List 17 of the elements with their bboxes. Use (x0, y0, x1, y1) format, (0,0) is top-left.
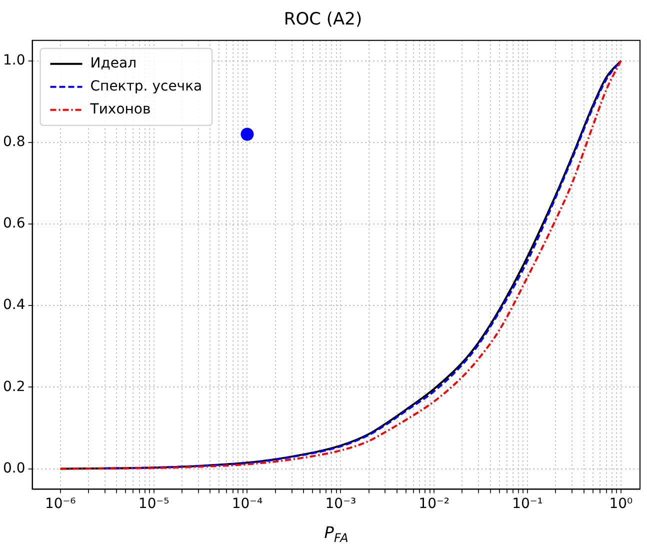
legend-label: Тихонов (89, 102, 151, 118)
y-tick-label: 0.4 (3, 297, 26, 314)
x-tick-label: 10⁻¹ (512, 496, 543, 512)
y-tick-label: 1.0 (3, 52, 26, 68)
legend-label: Идеал (90, 56, 137, 72)
y-tick-label: 0.6 (3, 216, 26, 232)
legend-label: Спектр. усечка (90, 78, 202, 95)
x-tick-label: 10⁻³ (325, 496, 356, 512)
y-tick-label: 0.8 (3, 134, 26, 150)
y-tick-label: 0.0 (3, 460, 26, 476)
y-tick-label: 0.2 (3, 378, 26, 395)
x-tick-label: 10⁻⁵ (138, 496, 170, 512)
x-tick-label: 10⁰ (609, 496, 634, 512)
x-tick-label: 10⁻⁴ (232, 496, 264, 512)
x-tick-label: 10⁻⁶ (44, 496, 76, 512)
x-tick-label: 10⁻² (418, 496, 450, 512)
chart-title: ROC (A2) (284, 10, 362, 30)
